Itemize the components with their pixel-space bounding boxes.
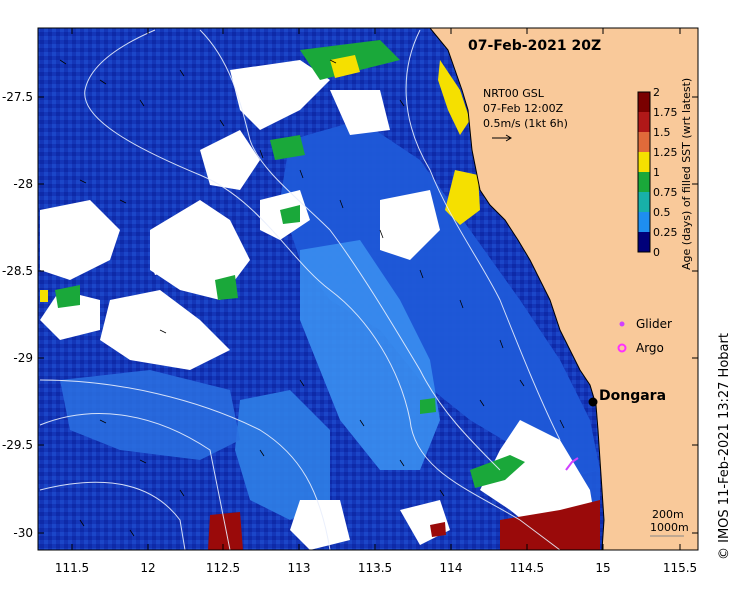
colorbar-tick: 0.5 [653,206,671,219]
land [430,28,698,550]
depth-legend-200: 200m [652,508,684,521]
colorbar-tick: 1.5 [653,126,671,139]
argo-label: Argo [636,341,664,355]
yellow-patches [40,55,480,302]
credit-text: © IMOS 11-Feb-2021 13:27 Hobart [717,333,732,560]
colorbar: 2 1.75 1.5 1.25 1 0.75 0.5 0.25 0 Age (d… [637,78,693,270]
current-legend-line2: 07-Feb 12:00Z [483,102,564,115]
colorbar-tick: 1.25 [653,146,678,159]
lon-tick-label: 12 [140,561,155,575]
colorbar-segment [638,232,650,252]
colorbar-tick: 1 [653,166,660,179]
lat-tick-label: -30 [13,526,33,540]
map-plot-area [38,28,698,550]
current-legend-line1: NRT00 GSL [483,87,545,100]
depth-legend: 200m 1000m [650,508,689,537]
colorbar-segment [638,132,650,152]
current-vectors [59,59,565,537]
colorbar-tick: 0.75 [653,186,678,199]
bathymetry-contours [39,29,561,550]
ocean-mid-region [280,120,600,480]
place-label: Dongara [599,388,666,404]
lat-axis: -27.5 -28 -28.5 -29 -29.5 -30 [2,90,698,540]
lat-tick-label: -28 [13,177,33,191]
colorbar-segment [638,212,650,232]
map-title: 07-Feb-2021 20Z [468,38,601,54]
dongara-marker [588,397,598,407]
ocean-light-region-2 [235,390,330,520]
colorbar-tick: 1.75 [653,106,678,119]
scale-arrow-head [505,134,512,142]
ocean-light-region [300,240,440,470]
colorbar-tick: 0 [653,246,660,259]
depth-legend-1000: 1000m [650,521,689,534]
lon-tick-label: 113.5 [358,561,392,575]
lon-tick-label: 112.5 [206,561,240,575]
glider-track [565,457,579,471]
lon-axis: 111.5 12 112.5 113 113.5 114 114.5 15 11… [55,28,697,575]
colorbar-segment [638,172,650,192]
lat-tick-label: -28.5 [2,264,33,278]
glider-marker-icon [619,321,625,327]
lon-tick-label: 114 [440,561,463,575]
colorbar-segment [638,152,650,172]
current-legend: NRT00 GSL 07-Feb 12:00Z 0.5m/s (1kt 6h) [483,87,568,142]
lon-tick-label: 111.5 [55,561,89,575]
colorbar-tick: 2 [653,86,660,99]
colorbar-border [637,91,651,253]
colorbar-segment [638,192,650,212]
lon-tick-label: 113 [288,561,311,575]
colorbar-segment [638,92,650,112]
glider-label: Glider [636,317,672,331]
current-legend-line3: 0.5m/s (1kt 6h) [483,117,568,130]
lat-tick-label: -29 [13,351,33,365]
colorbar-title: Age (days) of filled SST (wrt latest) [680,78,693,270]
platform-legend: Glider Argo [617,317,672,355]
lon-tick-label: 15 [595,561,610,575]
red-patches [208,500,600,550]
lon-tick-label: 114.5 [510,561,544,575]
cloud-patches [40,60,600,550]
ocean-light-region-3 [60,370,240,460]
lat-tick-label: -29.5 [2,438,33,452]
colorbar-tick: 0.25 [653,226,678,239]
coastline [429,28,605,550]
plot-border [37,27,699,551]
argo-marker-icon [617,343,627,353]
lon-tick-label: 115.5 [663,561,697,575]
colorbar-segment [638,112,650,132]
lat-tick-label: -27.5 [2,90,33,104]
